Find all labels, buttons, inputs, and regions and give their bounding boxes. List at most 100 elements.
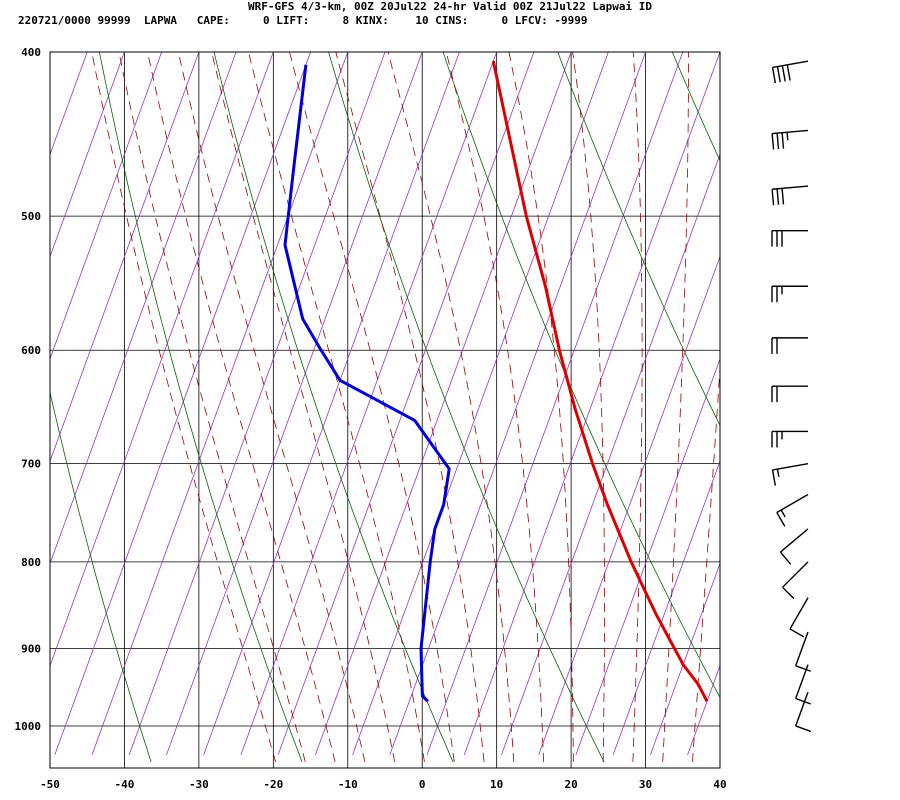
wind-barb-staff [772,60,809,69]
isotherm-line [426,52,684,755]
isotherm-line [166,52,423,755]
wind-barb-flag [782,586,795,600]
wind-barb [795,691,811,733]
wind-barb-staff [772,462,809,471]
isotherm-line [649,562,720,755]
isotherm-line [575,357,720,755]
moist-adiabat-line [387,52,515,762]
wind-barb-staff [772,185,809,190]
wind-barb-flag [795,665,811,672]
moist-adiabat-line [177,52,366,762]
isotherm-line [799,52,900,755]
isotherm-line [203,52,460,755]
isotherm-line [836,52,900,755]
wind-barb-flag [781,188,785,205]
dry-adiabat-line [98,52,303,763]
y-tick-labels: 400 500 600 700 800 900 1000 [15,46,42,733]
wind-barb-flag [776,512,786,527]
isotherm-line [874,52,900,755]
dry-adiabat-line [557,52,720,427]
wind-barb [782,561,809,600]
wind-barbs-layer [771,60,811,733]
isotherm-line [352,52,609,755]
isotherm-line [50,52,237,565]
y-tick-label: 400 [21,46,41,59]
dry-adiabat-line [671,52,720,162]
moist-adiabat-line [289,52,455,762]
wind-barb [771,430,808,448]
wind-barb-staff [779,528,809,553]
wind-barb-flag [781,65,786,82]
dry-adiabat-line [778,33,900,762]
x-tick-label: -30 [189,778,209,791]
wind-barb-half-flag [776,468,780,478]
wind-barb [776,493,809,527]
dry-adiabat-line [213,52,454,763]
moist-adiabat-line [91,52,276,763]
wind-barb [771,285,808,303]
isotherm-line [240,52,498,755]
moist-adiabat-line [662,52,689,762]
wind-barb-staff [789,597,809,630]
moist-adiabat-line [335,52,485,762]
isotherm-line [501,153,720,755]
isotherm-line [612,459,720,755]
y-tick-label: 900 [21,642,41,655]
temperature-profile-line [491,60,709,702]
wind-barb-flag [771,133,775,150]
wind-barb [771,462,809,486]
isotherm-line [54,52,311,755]
x-tick-labels: -50 -40 -30 -20 -10 0 10 20 30 40 [40,778,727,791]
plot-frame [49,51,721,769]
x-tick-label: 20 [564,778,577,791]
moist-adiabat-line [147,52,336,762]
wind-barb-staff [782,561,809,588]
isotherm-line [50,52,200,463]
dry-adiabat-line [328,52,605,763]
series-layer [283,60,709,703]
isotherm-line [50,52,163,361]
moist-adiabat-line [508,52,574,762]
isotherm-line [128,52,386,755]
wind-barb-half-flag [780,509,786,518]
isotherm-line [91,52,349,755]
wind-barb-flag [771,189,775,206]
wind-barb-staff [795,691,809,727]
isotherm-line [314,52,572,755]
isotherm-line [50,52,125,258]
isotherm-line [538,255,720,755]
wind-barb [771,337,808,354]
x-tick-label: -10 [338,778,358,791]
wind-barb [779,528,809,565]
wind-barb-staff [795,631,809,667]
wind-barb-flag [776,188,780,205]
isotherm-line [463,52,720,755]
moist-adiabat-line [248,52,425,762]
x-tick-label: -50 [40,778,60,791]
isotherm-line [50,52,88,156]
y-tick-label: 700 [21,458,41,471]
grid-layer [49,51,721,768]
wind-barb [771,230,808,247]
reference-lines-layer [0,33,900,763]
station-indices: 220721/0000 99999 LAPWA CAPE: 0 LIFT: 8 … [18,14,588,27]
dry-adiabat-line [50,390,152,763]
wind-barb [795,631,811,672]
y-tick-label: 500 [21,210,41,223]
wind-barb-staff [776,493,809,514]
wind-barb-half-flag [786,132,789,141]
wind-barb [771,60,809,84]
isotherm-line [0,52,13,755]
wind-barb-flag [795,697,811,705]
wind-barb-flag [789,628,805,638]
isotherm-line [50,52,274,667]
moist-adiabat-line [692,362,720,762]
moist-adiabat-line [722,52,783,762]
x-tick-label: -40 [115,778,135,791]
moist-adiabat-line [211,52,396,762]
chart-title: WRF-GFS 4/3-km, 00Z 20Jul22 24-hr Valid … [248,0,652,13]
wind-barb-staff [772,129,809,135]
moist-adiabat-line [632,52,643,762]
wind-barb-flag [781,132,785,149]
